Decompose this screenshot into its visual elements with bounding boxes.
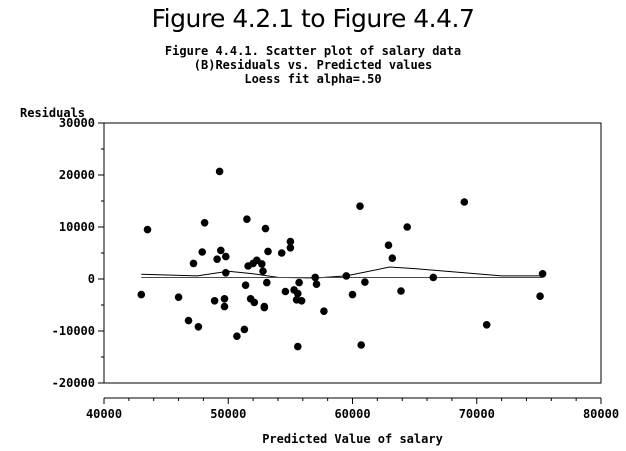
data-point [397, 287, 405, 295]
data-point [482, 321, 491, 329]
data-point [215, 167, 224, 176]
data-point [210, 297, 219, 305]
y-tick-label: 30000 [59, 116, 95, 130]
y-tick-label: -10000 [52, 324, 95, 338]
x-tick-label: 70000 [459, 407, 495, 421]
data-point [189, 259, 198, 268]
data-point [538, 270, 547, 278]
data-point [220, 295, 229, 303]
data-point [174, 293, 183, 302]
x-tick-label: 50000 [210, 407, 246, 421]
data-point [294, 342, 302, 351]
chart-subtitle-line-1: Figure 4.4.1. Scatter plot of salary dat… [164, 44, 462, 58]
data-point [222, 269, 230, 277]
data-point [294, 289, 302, 298]
data-point [311, 273, 320, 282]
data-point [388, 254, 397, 262]
data-point [233, 332, 241, 341]
data-point [295, 278, 303, 287]
chart-heading: Figure 4.2.1 to Figure 4.4.7 [151, 4, 475, 33]
data-point [260, 303, 269, 312]
data-point [213, 255, 221, 263]
data-point [243, 215, 251, 223]
data-point [356, 202, 364, 210]
x-axis-label: Predicted Value of salary [262, 432, 443, 446]
data-point [241, 281, 250, 290]
x-tick-label: 80000 [583, 407, 619, 421]
data-point [312, 280, 321, 289]
data-point [357, 341, 366, 349]
data-point [429, 273, 438, 282]
data-point [277, 249, 286, 257]
data-point [348, 290, 357, 299]
data-point [286, 244, 295, 252]
data-point [194, 323, 203, 331]
data-point [286, 237, 295, 246]
data-point [297, 297, 306, 305]
data-point [384, 241, 393, 249]
data-point [184, 316, 193, 325]
data-point [264, 247, 272, 256]
data-point [361, 278, 369, 286]
y-tick-label: 20000 [59, 168, 95, 182]
data-point [536, 292, 544, 301]
data-point [217, 246, 225, 255]
data-point [258, 260, 266, 268]
data-point [460, 198, 469, 206]
plot-frame [103, 122, 602, 384]
data-point [281, 287, 290, 296]
y-tick-label: -20000 [52, 376, 95, 390]
loess-fit-line [141, 266, 543, 279]
data-point [250, 298, 259, 307]
data-point [342, 272, 351, 280]
y-tick-label: 10000 [59, 220, 95, 234]
data-point [320, 307, 328, 316]
data-point [143, 225, 152, 234]
data-point [261, 224, 270, 233]
data-point [220, 302, 229, 311]
data-point [240, 325, 249, 334]
y-axis-label: Residuals [20, 106, 85, 120]
data-point [198, 248, 206, 256]
chart-subtitle-line-2: (B)Residuals vs. Predicted values [193, 58, 433, 72]
data-point [200, 219, 209, 227]
data-point [259, 267, 267, 276]
data-point [222, 252, 230, 261]
y-tick-label: 0 [88, 272, 95, 286]
x-tick-label: 40000 [86, 407, 122, 421]
data-point [403, 223, 412, 231]
x-tick-label: 60000 [334, 407, 370, 421]
data-point [137, 290, 146, 299]
chart-subtitle-line-3: Loess fit alpha=.50 [244, 72, 382, 86]
data-point [263, 278, 271, 287]
